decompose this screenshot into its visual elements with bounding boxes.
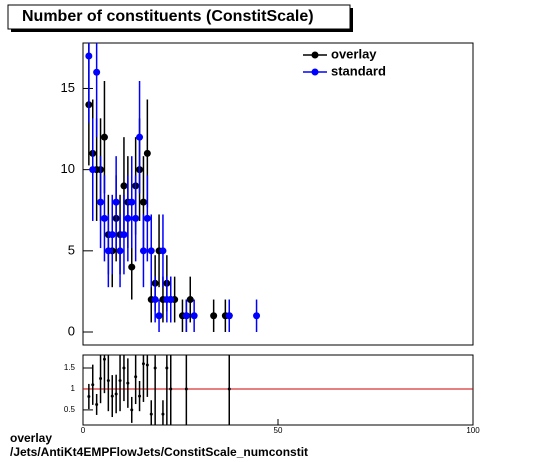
data-point	[97, 198, 105, 206]
data-point	[91, 383, 95, 387]
data-point	[120, 231, 128, 239]
data-point	[89, 166, 97, 174]
data-point	[130, 408, 134, 412]
data-point	[143, 149, 151, 157]
data-point	[99, 376, 103, 380]
data-point	[169, 387, 173, 391]
data-point	[104, 247, 112, 255]
data-point	[138, 394, 142, 398]
legend-marker	[311, 68, 319, 76]
data-point	[128, 263, 136, 271]
y-tick-label: 15	[61, 80, 75, 95]
data-point	[190, 312, 198, 320]
data-point	[145, 363, 149, 367]
data-point	[167, 296, 175, 304]
data-point	[108, 231, 116, 239]
data-point	[134, 375, 138, 379]
data-point	[126, 381, 130, 385]
data-point	[139, 198, 147, 206]
data-point	[106, 379, 110, 383]
chart-title: Number of constituents (ConstitScale)	[22, 8, 314, 25]
y-tick-label: 0.5	[64, 405, 76, 414]
x-tick-label: 100	[466, 426, 480, 435]
footer-line: overlay	[10, 431, 52, 445]
data-point	[110, 394, 114, 398]
y-tick-label: 5	[68, 242, 75, 257]
data-point	[116, 247, 124, 255]
data-point	[114, 392, 118, 396]
data-point	[128, 198, 136, 206]
footer-line: /Jets/AntiKt4EMPFlowJets/ConstitScale_nu…	[10, 445, 308, 459]
data-point	[225, 312, 233, 320]
data-point	[136, 133, 144, 141]
data-point	[132, 214, 140, 222]
data-point	[161, 412, 165, 416]
data-point	[182, 312, 190, 320]
data-point	[143, 214, 151, 222]
plot-area	[83, 355, 473, 425]
data-point	[155, 312, 163, 320]
x-tick-label: 0	[81, 426, 86, 435]
data-point	[159, 247, 167, 255]
data-point	[153, 366, 157, 370]
data-point	[149, 412, 153, 416]
legend-label: standard	[331, 63, 386, 78]
data-point	[186, 296, 194, 304]
data-point	[100, 214, 108, 222]
data-point	[253, 312, 261, 320]
data-point	[165, 366, 169, 370]
data-point	[118, 379, 122, 383]
data-point	[100, 133, 108, 141]
main-frame	[82, 42, 474, 346]
ratio-frame	[82, 354, 474, 426]
plot-area	[85, 43, 261, 333]
data-point	[210, 312, 218, 320]
legend-label: overlay	[331, 46, 377, 61]
y-tick-label: 10	[61, 161, 75, 176]
data-point	[147, 247, 155, 255]
data-point	[120, 182, 128, 190]
data-point	[124, 214, 132, 222]
data-point	[122, 366, 126, 370]
data-point	[102, 357, 106, 361]
data-point	[141, 362, 145, 366]
title-box	[7, 4, 351, 30]
data-point	[112, 198, 120, 206]
data-point	[139, 247, 147, 255]
data-point	[87, 394, 91, 398]
x-tick-label: 50	[274, 426, 283, 435]
y-tick-label: 0	[68, 323, 75, 338]
legend-marker	[311, 51, 319, 59]
data-point	[227, 387, 231, 391]
data-point	[95, 402, 99, 406]
y-tick-label: 1.5	[64, 363, 76, 372]
y-tick-label: 1	[71, 384, 76, 393]
data-point	[93, 68, 101, 76]
data-point	[85, 52, 93, 60]
data-point	[184, 387, 188, 391]
data-point	[151, 296, 159, 304]
